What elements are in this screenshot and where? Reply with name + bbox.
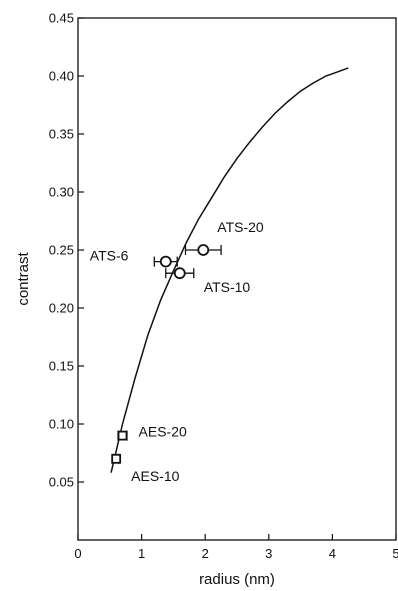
point-label: AES-10	[131, 468, 179, 484]
plot-frame	[77, 17, 397, 541]
data-point-aes-20: AES-20	[117, 424, 187, 441]
data-points: ATS-6 ATS-20 ATS-10 AES-20 AES-10	[90, 219, 264, 484]
y-tick-label: 0.35	[49, 127, 74, 142]
x-tick-label: 3	[265, 546, 272, 561]
circle-marker	[173, 267, 186, 280]
y-tick-label: 0.05	[49, 475, 74, 490]
data-point-ats-20: ATS-20	[184, 219, 264, 256]
circle-marker	[197, 244, 210, 256]
square-marker	[117, 430, 128, 441]
point-label: ATS-6	[90, 248, 129, 264]
y-tick-label: 0.30	[49, 185, 74, 200]
x-axis-title: radius (nm)	[199, 571, 275, 588]
circle-marker	[159, 255, 172, 268]
data-point-aes-10: AES-10	[111, 453, 180, 484]
x-tick-label: 5	[392, 546, 398, 561]
fit-curve	[110, 67, 349, 473]
data-point-ats-6: ATS-6	[90, 248, 178, 268]
point-label: ATS-20	[217, 219, 264, 235]
point-label: ATS-10	[204, 279, 251, 295]
point-label: AES-20	[139, 424, 187, 440]
x-tick-label: 2	[202, 546, 209, 561]
y-tick-label: 0.15	[49, 359, 74, 374]
x-tick-label: 1	[138, 546, 145, 561]
y-axis-title: contrast	[15, 251, 32, 305]
square-marker	[111, 453, 122, 464]
y-axis-ticks: 0.05 0.10 0.15 0.20 0.25 0.30 0.35 0.40 0.45	[49, 11, 84, 490]
x-tick-label: 4	[329, 546, 336, 561]
y-tick-label: 0.10	[49, 417, 74, 432]
y-tick-label: 0.25	[49, 243, 74, 258]
data-point-ats-10: ATS-10	[165, 267, 251, 295]
y-tick-label: 0.20	[49, 301, 74, 316]
y-tick-label: 0.40	[49, 69, 74, 84]
y-tick-label: 0.45	[49, 11, 74, 26]
x-tick-label: 0	[74, 546, 81, 561]
x-axis-ticks: 0 1 2 3 4 5	[74, 534, 398, 561]
